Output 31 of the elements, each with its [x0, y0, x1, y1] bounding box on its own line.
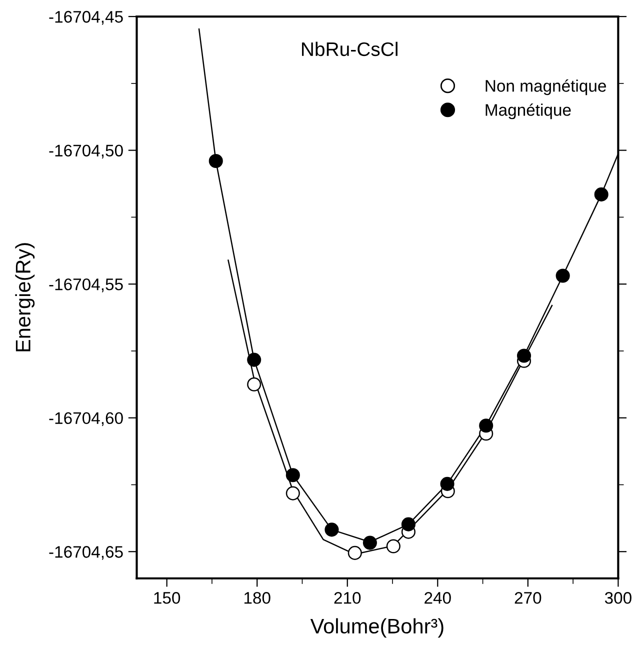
- point: [348, 546, 362, 560]
- y-tick-label: -16704,50: [49, 144, 123, 158]
- point: [286, 486, 300, 500]
- point: [247, 377, 262, 392]
- x-tick-label: 180: [244, 592, 270, 604]
- x-tick-label: 300: [604, 592, 632, 604]
- point: [286, 468, 300, 482]
- y-axis-title: Energie(Ry): [15, 243, 35, 352]
- point: [324, 522, 339, 537]
- point: [479, 418, 494, 433]
- point: [440, 476, 454, 491]
- point: [516, 348, 532, 363]
- y-tick-label: -16704,55: [49, 278, 123, 292]
- y-tick-label: -16704,45: [49, 10, 123, 25]
- x-axis-title: Volume(Bohr³): [310, 618, 444, 638]
- legend-label: Non magnétique: [486, 79, 606, 96]
- point: [247, 352, 262, 367]
- x-tick-label: 210: [334, 592, 361, 604]
- text: NbRu-CsCl: [302, 42, 398, 56]
- x-tick-label: 270: [514, 592, 542, 604]
- legend-label: Magnétique: [486, 103, 571, 120]
- x-tick-label: 150: [154, 592, 180, 604]
- point: [594, 187, 608, 202]
- x-tick-label: 240: [424, 592, 451, 604]
- point: [362, 536, 377, 550]
- point: [556, 268, 570, 283]
- point: [386, 539, 400, 554]
- y-tick-label: -16704,65: [49, 546, 123, 560]
- point: [208, 154, 223, 168]
- y-tick-label: -16704,60: [49, 412, 123, 426]
- point: [401, 517, 416, 532]
